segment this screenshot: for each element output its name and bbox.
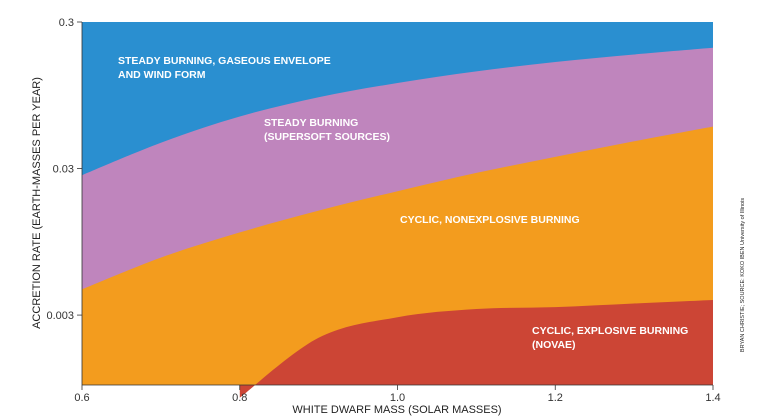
x-axis-title: WHITE DWARF MASS (SOLAR MASSES) bbox=[292, 404, 501, 416]
x-tick-label: 1.2 bbox=[548, 392, 563, 404]
x-tick-label: 0.6 bbox=[74, 392, 89, 404]
x-tick-label: 0.8 bbox=[232, 392, 247, 404]
y-axis-title: ACCRETION RATE (EARTH-MASSES PER YEAR) bbox=[31, 77, 43, 329]
region-label-line: (NOVAE) bbox=[532, 339, 576, 351]
region-label-line: CYCLIC, NONEXPLOSIVE BURNING bbox=[400, 214, 580, 226]
region-label-line: STEADY BURNING bbox=[264, 117, 358, 129]
region-label-nonexplosive: CYCLIC, NONEXPLOSIVE BURNING bbox=[400, 214, 580, 226]
region-label-supersoft: STEADY BURNING (SUPERSOFT SOURCES) bbox=[264, 117, 390, 143]
x-tick-label: 1.4 bbox=[705, 392, 720, 404]
region-novae bbox=[239, 300, 714, 398]
region-label-line: CYCLIC, EXPLOSIVE BURNING bbox=[532, 325, 688, 337]
y-tick-label: 0.03 bbox=[53, 164, 74, 176]
region-label-line: AND WIND FORM bbox=[118, 69, 206, 81]
region-labels: STEADY BURNING, GASEOUS ENVELOPE AND WIN… bbox=[118, 55, 691, 351]
x-tick-label: 1.0 bbox=[390, 392, 405, 404]
region-label-line: (SUPERSOFT SOURCES) bbox=[264, 131, 390, 143]
ticks-layer: 0.6 0.8 1.0 1.2 1.4 0.3 0.03 0.003 bbox=[46, 17, 720, 404]
credit-text: BRYAN CHRISTIE; SOURCE: KOKO IBEN Univer… bbox=[740, 198, 746, 352]
region-label-novae: CYCLIC, EXPLOSIVE BURNING (NOVAE) bbox=[532, 325, 691, 351]
region-label-gaseous-envelope: STEADY BURNING, GASEOUS ENVELOPE AND WIN… bbox=[118, 55, 334, 81]
y-tick-label: 0.003 bbox=[46, 310, 74, 322]
region-label-line: STEADY BURNING, GASEOUS ENVELOPE bbox=[118, 55, 331, 67]
y-tick-label: 0.3 bbox=[59, 17, 74, 29]
regions-layer bbox=[82, 22, 714, 398]
